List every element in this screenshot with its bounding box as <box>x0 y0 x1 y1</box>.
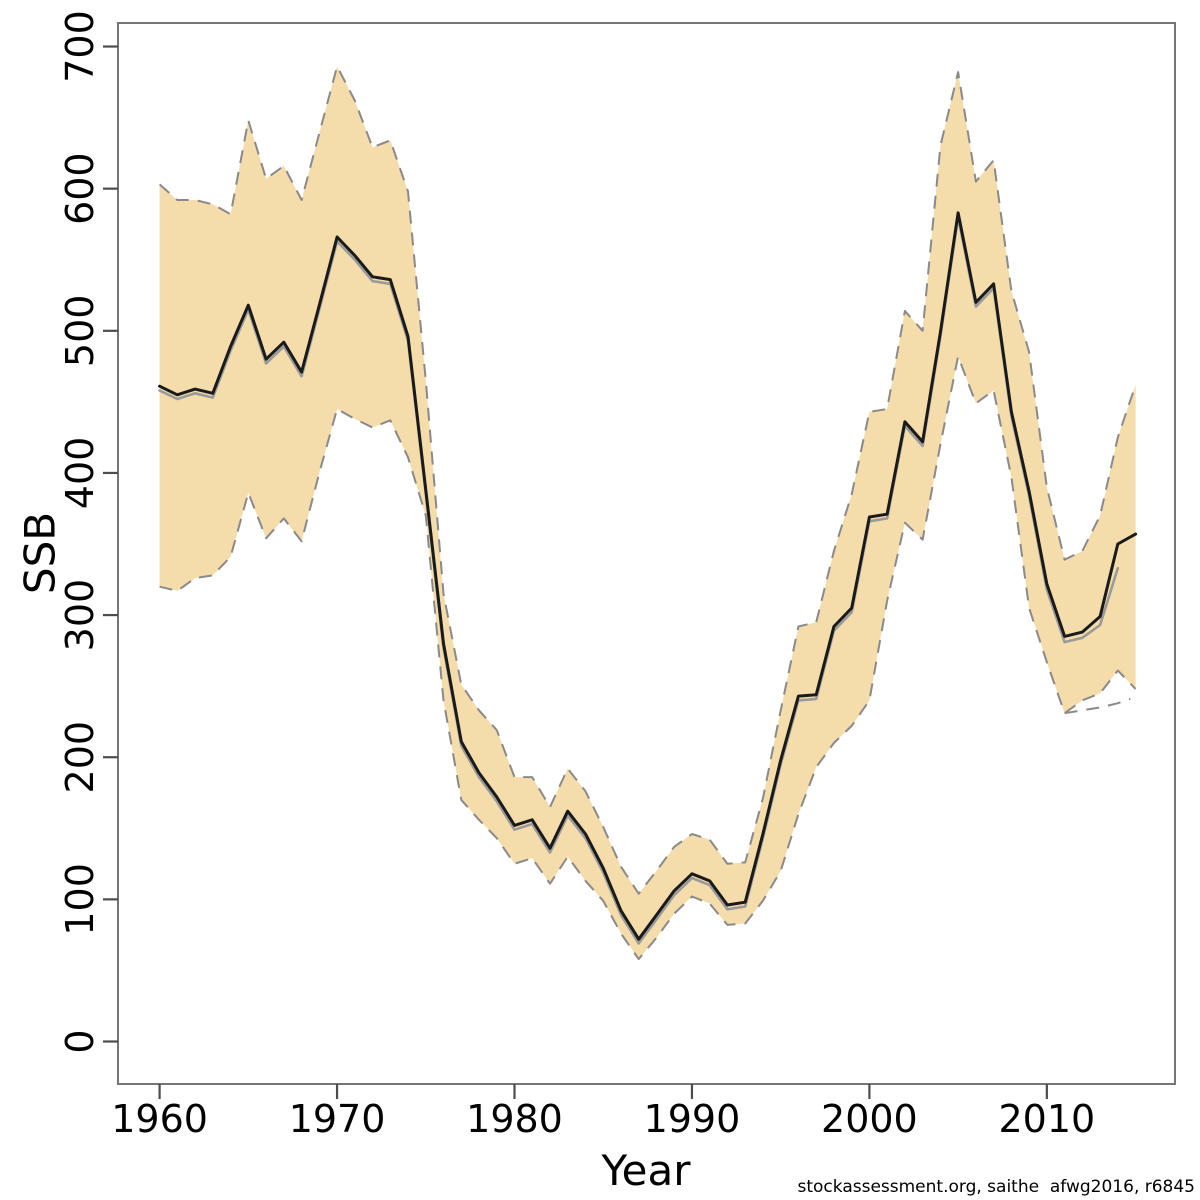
x-axis-title: Year <box>601 1146 691 1195</box>
x-tick-label: 2010 <box>998 1097 1095 1141</box>
y-axis-title: SSB <box>15 511 65 595</box>
footer-credit: stockassessment.org, saithe afwg2016, r6… <box>797 1177 1196 1197</box>
x-tick-label: 1990 <box>644 1097 741 1141</box>
x-tick-label: 1970 <box>289 1097 386 1141</box>
ssb-line-current <box>158 211 1138 941</box>
x-tick-label: 1980 <box>466 1097 563 1141</box>
previous-ci-lower-tail <box>1064 697 1131 715</box>
y-tick-label: 200 <box>58 721 102 794</box>
y-tick-label: 600 <box>58 152 102 225</box>
plot-box <box>117 22 1176 1085</box>
y-tick-label: 100 <box>58 863 102 936</box>
y-tick-label: 300 <box>58 579 102 652</box>
confidence-band <box>159 66 1136 960</box>
y-tick-label: 400 <box>58 437 102 510</box>
ci-lower-border <box>159 355 1137 961</box>
x-tick-label: 2000 <box>821 1097 918 1141</box>
x-tick-label: 1960 <box>111 1097 208 1141</box>
ci-upper-border <box>158 65 1137 895</box>
y-tick-label: 700 <box>58 10 102 83</box>
y-tick-label: 0 <box>58 1029 102 1053</box>
y-tick-label: 500 <box>58 295 102 368</box>
